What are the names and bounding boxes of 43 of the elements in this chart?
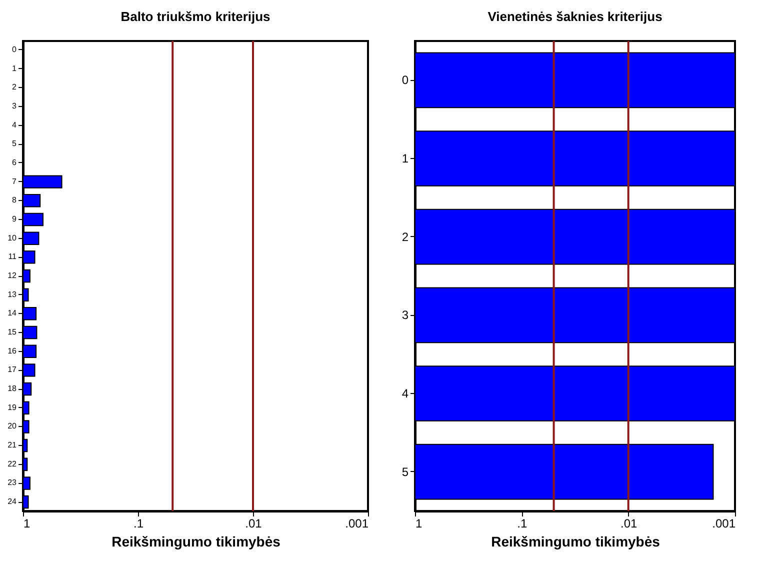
- y-tick-label: 1: [12, 64, 18, 73]
- y-tick-label: 23: [8, 478, 18, 488]
- y-tick-label: 15: [8, 328, 18, 337]
- x-tick-label: .01: [245, 516, 262, 530]
- y-tick-label: 8: [12, 196, 18, 205]
- y-tick-label: 2: [402, 230, 409, 244]
- y-tick-label: 3: [12, 101, 18, 110]
- x-tick-label: .01: [620, 516, 638, 530]
- x-tick-label: .1: [517, 516, 528, 530]
- y-tick-label: 14: [8, 308, 18, 318]
- y-tick-label: 12: [8, 271, 18, 280]
- y-tick-label: 17: [8, 365, 18, 374]
- y-tick-label: 11: [8, 252, 18, 262]
- y-tick-label: 21: [8, 440, 18, 450]
- y-tick-label: 6: [12, 158, 18, 167]
- y-tick-label: 22: [8, 459, 18, 468]
- y-tick-label: 0: [12, 44, 18, 54]
- y-tick-label: 4: [12, 120, 18, 130]
- chart-title: Vienetinės šaknies kriterijus: [488, 9, 662, 24]
- x-axis-title: Reikšmingumo tikimybės: [112, 534, 281, 550]
- x-tick-label: 1: [24, 516, 30, 530]
- y-tick-label: 4: [402, 386, 409, 400]
- y-tick-label: 3: [402, 308, 409, 322]
- y-tick-label: 0: [402, 73, 409, 88]
- y-tick-label: 24: [8, 497, 18, 506]
- y-tick-label: 19: [8, 402, 18, 412]
- y-tick-label: 5: [402, 464, 409, 479]
- y-tick-label: 20: [8, 422, 18, 431]
- y-tick-label: 7: [12, 176, 18, 186]
- y-tick-label: 1: [402, 152, 409, 166]
- y-tick-label: 5: [12, 139, 18, 148]
- y-tick-label: 10: [8, 233, 18, 242]
- x-axis-title: Reikšmingumo tikimybės: [491, 534, 660, 550]
- chart-title: Balto triukšmo kriterijus: [120, 9, 270, 24]
- x-tick-label: .001: [712, 516, 736, 530]
- y-tick-label: 16: [8, 346, 18, 356]
- x-tick-label: 1: [416, 516, 422, 530]
- x-tick-label: .001: [345, 516, 369, 530]
- y-tick-label: 13: [8, 290, 18, 299]
- y-tick-label: 2: [12, 82, 18, 92]
- x-tick-label: .1: [133, 516, 144, 530]
- y-tick-label: 18: [8, 384, 18, 394]
- y-tick-label: 9: [12, 214, 18, 224]
